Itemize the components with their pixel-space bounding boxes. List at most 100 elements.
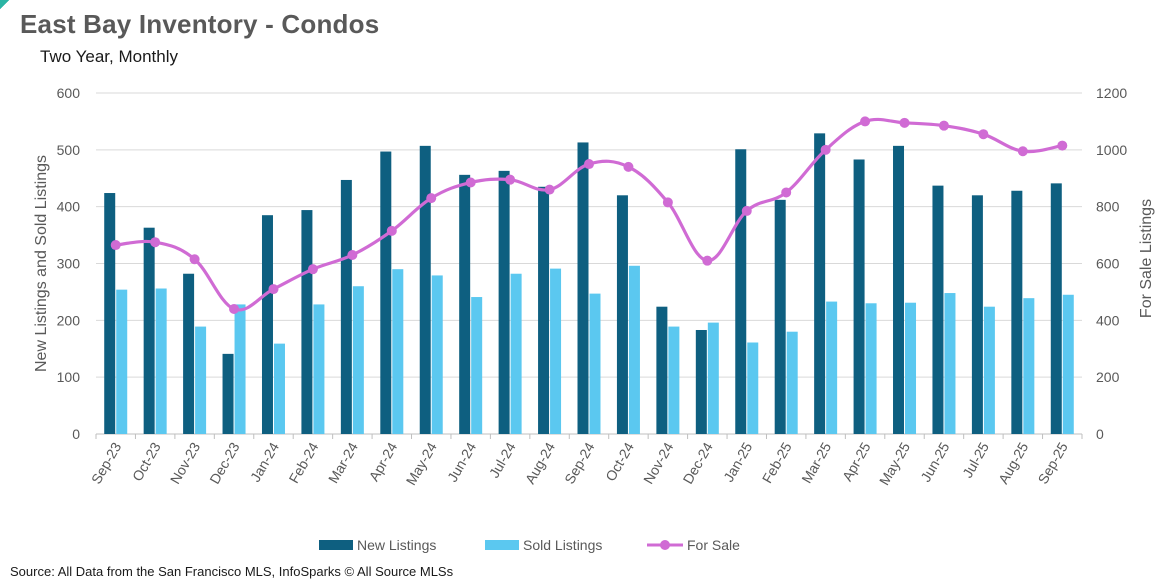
new-listings-bar bbox=[932, 185, 944, 434]
for-sale-point bbox=[1057, 140, 1068, 151]
gridlines bbox=[96, 92, 1082, 435]
for-sale-point bbox=[386, 225, 397, 236]
sold-listings-bar bbox=[234, 304, 246, 434]
sold-listings-bar bbox=[747, 342, 759, 434]
new-listings-bar bbox=[695, 329, 707, 434]
for-sale-line-layer bbox=[110, 116, 1068, 314]
y-right-tick-label: 1000 bbox=[1096, 142, 1127, 158]
x-tick-label: Jul-24 bbox=[486, 439, 519, 480]
new-listings-bar bbox=[104, 193, 116, 434]
x-tick-label: Jul-25 bbox=[959, 439, 992, 480]
x-tick-label: Jan-24 bbox=[247, 439, 282, 484]
new-listings-bar bbox=[222, 353, 234, 434]
y-left-tick-label: 400 bbox=[57, 199, 81, 215]
sold-listings-bar bbox=[392, 269, 404, 434]
x-tick-label: Mar-25 bbox=[798, 439, 834, 486]
y-right-tick-label: 800 bbox=[1096, 199, 1120, 215]
x-tick-label: Sep-25 bbox=[1034, 439, 1071, 486]
for-sale-point bbox=[465, 177, 476, 188]
y-left-tick-label: 100 bbox=[57, 369, 81, 385]
legend-label-new-listings: New Listings bbox=[357, 537, 436, 553]
sold-listings-bar bbox=[905, 302, 917, 434]
for-sale-point bbox=[820, 144, 831, 155]
y-left-tick-label: 0 bbox=[72, 426, 80, 442]
for-sale-point bbox=[978, 129, 989, 140]
sold-listings-bar bbox=[865, 303, 877, 434]
sold-listings-bar bbox=[1023, 298, 1035, 434]
x-tick-label: Feb-25 bbox=[759, 439, 795, 486]
new-listings-bar bbox=[340, 179, 352, 434]
new-listings-bar bbox=[656, 306, 668, 434]
for-sale-point bbox=[229, 303, 240, 314]
sold-listings-bar bbox=[471, 297, 483, 434]
for-sale-point bbox=[584, 159, 594, 170]
sold-listings-bar bbox=[628, 265, 640, 434]
new-listings-bar bbox=[1050, 183, 1062, 434]
x-tick-label: Aug-25 bbox=[995, 439, 1032, 486]
chart-subtitle: Two Year, Monthly bbox=[40, 47, 178, 66]
sold-listings-bar bbox=[589, 293, 601, 434]
x-tick-label: Mar-24 bbox=[325, 439, 361, 486]
x-tick-label: Apr-24 bbox=[366, 439, 401, 484]
new-listings-bar bbox=[459, 174, 471, 434]
legend-swatch-new-listings bbox=[319, 540, 353, 550]
y-right-tick-label: 0 bbox=[1096, 426, 1104, 442]
for-sale-point bbox=[938, 120, 949, 131]
new-listings-bar bbox=[143, 227, 155, 434]
new-listings-bar bbox=[853, 159, 865, 434]
for-sale-point bbox=[741, 205, 752, 216]
x-tick-label: Oct-23 bbox=[129, 439, 164, 484]
y-left-tick-label: 300 bbox=[57, 256, 81, 272]
new-listings-bar bbox=[893, 145, 905, 435]
new-listings-bar bbox=[1011, 190, 1023, 434]
y-left-axis-title: New Listings and Sold Listings bbox=[33, 155, 50, 372]
x-tick-label: Oct-24 bbox=[602, 439, 637, 484]
new-listings-bar bbox=[577, 142, 589, 434]
sold-listings-bar bbox=[707, 322, 719, 434]
new-listings-bar bbox=[380, 151, 392, 434]
y-right-axis-title: For Sale Listings bbox=[1138, 199, 1155, 318]
sold-listings-bar bbox=[826, 301, 838, 434]
for-sale-line bbox=[114, 117, 1064, 312]
source-note: Source: All Data from the San Francisco … bbox=[10, 564, 454, 579]
for-sale-point bbox=[505, 174, 516, 185]
sold-listings-bar bbox=[550, 268, 562, 434]
for-sale-point bbox=[347, 249, 358, 260]
sold-listings-bar bbox=[116, 289, 128, 434]
legend-marker-for-sale bbox=[660, 540, 670, 550]
legend-label-for-sale: For Sale bbox=[687, 537, 740, 553]
x-tick-label: Jan-25 bbox=[720, 439, 755, 484]
x-tick-label: Aug-24 bbox=[522, 439, 559, 486]
for-sale-point bbox=[702, 255, 713, 266]
sold-listings-bar bbox=[983, 306, 995, 434]
for-sale-point bbox=[662, 197, 673, 208]
for-sale-point bbox=[1017, 146, 1028, 157]
x-tick-label: Dec-23 bbox=[206, 439, 243, 486]
y-left-tick-label: 600 bbox=[57, 85, 81, 101]
x-tick-label: May-25 bbox=[876, 439, 913, 488]
y-right-tick-label: 1200 bbox=[1096, 85, 1127, 101]
sold-listings-bar bbox=[786, 331, 798, 434]
new-listings-bar bbox=[735, 149, 747, 434]
sold-listings-bar bbox=[668, 326, 680, 434]
new-listings-bar bbox=[971, 195, 983, 434]
for-sale-point bbox=[189, 254, 200, 265]
new-listings-bar bbox=[538, 186, 550, 434]
legend: New Listings Sold Listings For Sale bbox=[319, 537, 740, 553]
x-tick-label: Feb-24 bbox=[285, 439, 321, 486]
x-tick-label: Jun-25 bbox=[917, 439, 952, 484]
x-tick-label: Jun-24 bbox=[444, 439, 479, 484]
x-tick-label: Dec-24 bbox=[679, 439, 716, 486]
sold-listings-bar bbox=[944, 293, 956, 434]
new-listings-bar bbox=[814, 133, 826, 434]
for-sale-point bbox=[781, 187, 792, 198]
x-tick-label: Sep-23 bbox=[88, 439, 125, 486]
sold-listings-bar bbox=[431, 275, 443, 434]
new-listings-bar bbox=[301, 210, 313, 434]
sold-listings-bar bbox=[510, 273, 522, 434]
x-tick-label: Nov-24 bbox=[640, 439, 677, 486]
sold-listings-bar bbox=[273, 343, 285, 434]
new-listings-bar bbox=[774, 199, 786, 434]
y-right-tick-label: 600 bbox=[1096, 256, 1120, 272]
